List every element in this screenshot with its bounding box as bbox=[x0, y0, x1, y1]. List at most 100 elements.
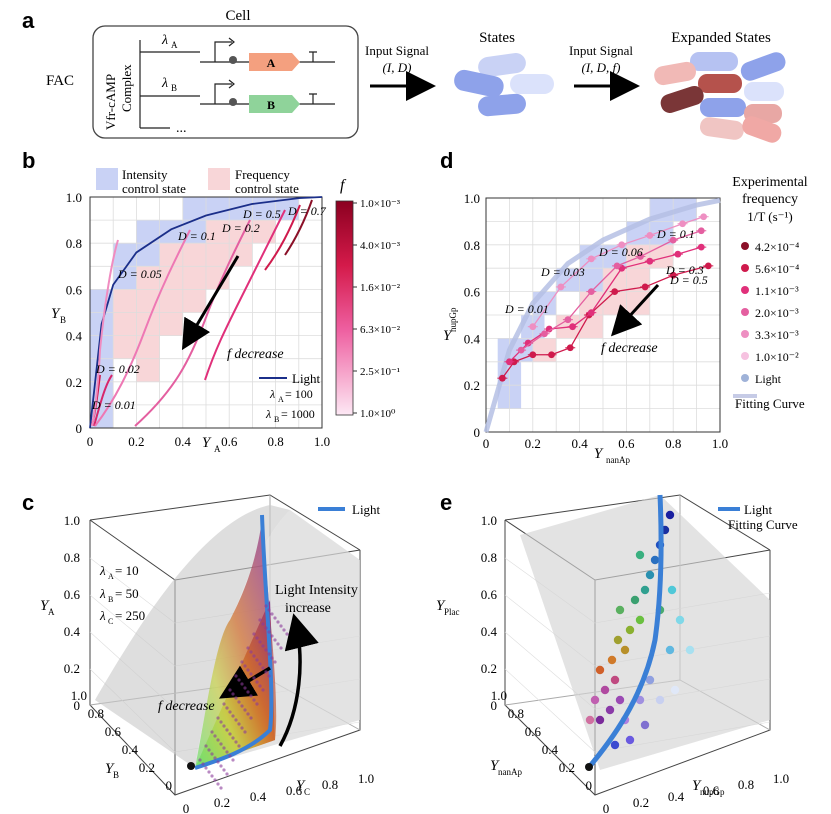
c-surface-dot bbox=[234, 696, 238, 700]
b-frequency-cell bbox=[182, 266, 206, 290]
c-f-decrease: f decrease bbox=[158, 699, 215, 714]
c-ctick: 0 bbox=[183, 801, 190, 814]
legend-intensity: Intensity bbox=[122, 167, 168, 182]
c-surface-dot bbox=[240, 660, 244, 664]
c-surface-dot bbox=[246, 690, 250, 694]
d-point bbox=[611, 288, 619, 295]
c-surface-dot bbox=[237, 744, 241, 748]
c-surface-dot bbox=[252, 632, 256, 636]
b-lambda-a-sub: A bbox=[278, 395, 284, 404]
c-surface-dot bbox=[234, 740, 238, 744]
c-surface-dot bbox=[210, 774, 214, 778]
e-point bbox=[595, 715, 605, 725]
d-legend: 4.2×10⁻⁴ 5.6×10⁻⁴ 1.1×10⁻³ 2.0×10⁻³ 3.3×10⁻³… bbox=[741, 240, 799, 386]
e-legend-fit: Fitting Curve bbox=[728, 517, 798, 532]
colorbar bbox=[335, 200, 354, 416]
b-intensity-cell bbox=[159, 220, 183, 244]
b-xlabel-sub: A bbox=[214, 444, 221, 454]
panel-c: c Light λ A = 10 λ B = 50 λ C = 250 Ligh… bbox=[22, 490, 381, 814]
panel-a: a Cell FAC Vfr-cAMP Complex λ A λ B ... … bbox=[22, 8, 786, 143]
d-d-label: D = 0.1 bbox=[656, 227, 695, 241]
d-point bbox=[498, 374, 506, 382]
colorbar-tick-label: 6.3×10⁻² bbox=[360, 324, 401, 336]
b-frequency-cell bbox=[252, 220, 276, 244]
c-surface-dot bbox=[267, 674, 271, 678]
e-point bbox=[670, 685, 680, 695]
c-surface-dot bbox=[219, 742, 223, 746]
c-surface-dot bbox=[243, 664, 247, 668]
c-surface-dot bbox=[276, 642, 280, 646]
c-surface-dot bbox=[267, 608, 271, 612]
d-d-label: D = 0.03 bbox=[540, 265, 585, 279]
c-xlabel-c: Y bbox=[296, 778, 306, 794]
c-surface-dot bbox=[204, 766, 208, 770]
d-legend-label: Light bbox=[755, 372, 782, 386]
c-surface-dot bbox=[282, 628, 286, 632]
c-surface-dot bbox=[249, 650, 253, 654]
c-surface-dot bbox=[261, 644, 265, 648]
c-surface-dot bbox=[210, 730, 214, 734]
c-surface-dot bbox=[222, 702, 226, 706]
gene-a-label: A bbox=[267, 56, 276, 70]
c-ztick: 0 bbox=[74, 698, 81, 713]
b-frequency-curve bbox=[94, 229, 191, 427]
c-surface-dot bbox=[270, 612, 274, 616]
d-point bbox=[529, 351, 537, 359]
b-xtick: 0.8 bbox=[267, 434, 283, 449]
d-point bbox=[646, 232, 654, 239]
input-signal-2: Input Signal bbox=[569, 43, 633, 58]
b-frequency-cell bbox=[206, 243, 230, 267]
c-lambda-b-sub: B bbox=[108, 595, 113, 604]
e-zlabel-sub: Plac bbox=[444, 607, 460, 617]
e-point bbox=[665, 645, 675, 655]
d-point bbox=[566, 344, 574, 352]
d-d-label: D = 0.06 bbox=[598, 245, 643, 259]
c-surface-dot bbox=[249, 672, 253, 676]
e-point bbox=[590, 695, 600, 705]
e-xtick: 0.6 bbox=[525, 724, 542, 739]
c-surface-dot bbox=[258, 618, 262, 622]
c-surface-dot bbox=[225, 706, 229, 710]
c-surface-dot bbox=[216, 716, 220, 720]
e-ztick: 0.8 bbox=[481, 550, 497, 565]
d-d-label: D = 0.01 bbox=[504, 302, 549, 316]
b-frequency-curve bbox=[91, 239, 119, 427]
d-point bbox=[697, 227, 705, 235]
e-point bbox=[685, 645, 695, 655]
d-legend-marker bbox=[741, 352, 749, 360]
d-legend-label: 5.6×10⁻⁴ bbox=[755, 262, 799, 276]
d-point bbox=[587, 255, 595, 263]
d-ylabel-sub: nupGp bbox=[448, 307, 458, 332]
c-surface-dot bbox=[285, 632, 289, 636]
input-signal-1: Input Signal bbox=[365, 43, 429, 58]
b-ylabel: Y bbox=[51, 306, 61, 322]
c-surface-dot bbox=[210, 752, 214, 756]
c-surface-dot bbox=[207, 770, 211, 774]
c-surface-dot bbox=[231, 736, 235, 740]
d-frequency-cell bbox=[603, 291, 627, 315]
c-lambda-a-sub: A bbox=[108, 572, 114, 581]
b-frequency-curve bbox=[204, 209, 286, 381]
d-ylabel: Y bbox=[443, 328, 453, 344]
c-surface-dot bbox=[237, 700, 241, 704]
e-ylabel-sub: nupGp bbox=[700, 787, 725, 797]
expanded-states-title: Expanded States bbox=[671, 30, 771, 46]
e-ytick: 0.6 bbox=[703, 783, 720, 798]
b-d-label: D = 0.02 bbox=[95, 362, 140, 376]
b-intensity-cell bbox=[90, 289, 114, 313]
e-legend-light: Light bbox=[744, 502, 773, 517]
d-d-label: D = 0.5 bbox=[669, 273, 708, 287]
e-point bbox=[600, 685, 610, 695]
legend-intensity-swatch bbox=[96, 168, 118, 190]
d-point bbox=[529, 323, 537, 331]
e-point bbox=[645, 570, 655, 580]
e-ytick: 0.8 bbox=[738, 777, 754, 792]
b-ytick: 0.8 bbox=[66, 236, 82, 251]
d-point bbox=[517, 346, 525, 354]
b-intensity-cell bbox=[136, 220, 160, 244]
c-surface-dot bbox=[252, 698, 256, 702]
c-light-intensity-1: Light Intensity bbox=[275, 583, 358, 598]
e-ztick: 0.2 bbox=[481, 661, 497, 676]
cell-title: Cell bbox=[226, 8, 251, 24]
